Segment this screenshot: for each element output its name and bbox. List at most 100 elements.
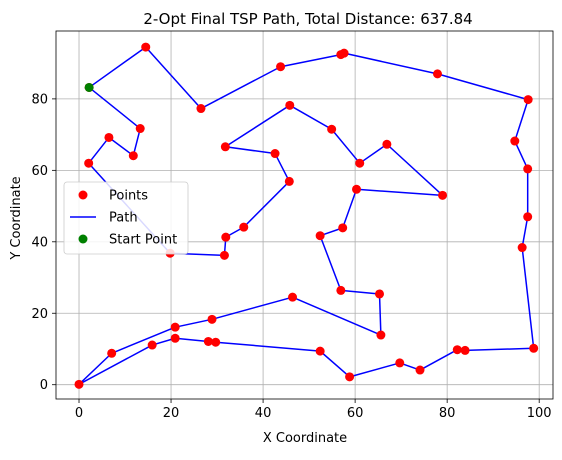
x-tick-label: 80	[439, 406, 456, 421]
path-segment	[108, 136, 135, 157]
path-segment	[464, 347, 535, 352]
point-marker	[276, 62, 286, 72]
x-tick-label: 100	[527, 406, 552, 421]
path-segment	[243, 180, 291, 228]
path-segment	[355, 188, 444, 197]
path-segment	[340, 289, 381, 295]
path-segment	[132, 127, 141, 157]
point-marker	[170, 322, 180, 332]
path-segment	[319, 350, 351, 378]
point-marker	[74, 379, 84, 389]
x-tick-label: 0	[75, 406, 83, 421]
legend-box	[63, 181, 189, 255]
y-axis-label: Y Coordinate	[9, 176, 24, 260]
point-marker	[239, 222, 249, 232]
x-tick-label: 60	[347, 406, 364, 421]
start-point-marker	[84, 82, 94, 92]
path-segment	[343, 52, 439, 75]
point-marker	[352, 184, 362, 194]
path-segment	[436, 73, 529, 101]
point-marker	[529, 343, 539, 353]
legend-label: Path	[109, 211, 138, 226]
point-marker	[107, 348, 117, 358]
path-segment	[279, 53, 342, 68]
point-marker	[355, 158, 365, 168]
y-tick-label: 60	[31, 164, 48, 179]
plot-border	[55, 30, 554, 400]
legend-marker	[78, 234, 88, 244]
path-segment	[174, 337, 210, 343]
point-marker	[270, 149, 280, 159]
point-marker	[141, 42, 151, 52]
path-segment	[419, 348, 459, 371]
path-segment	[211, 296, 294, 321]
point-marker	[523, 164, 533, 174]
path-series	[78, 46, 535, 386]
point-marker	[104, 132, 114, 142]
path-segment	[174, 318, 213, 328]
point-marker	[147, 340, 157, 350]
point-marker	[395, 358, 405, 368]
point-marker	[196, 104, 206, 114]
point-marker	[510, 136, 520, 146]
point-marker	[170, 333, 180, 343]
y-tick-label: 0	[40, 378, 48, 393]
point-marker	[284, 176, 294, 186]
plot-frame	[55, 30, 554, 400]
path-segment	[78, 352, 113, 386]
point-marker	[375, 289, 385, 299]
path-segment	[521, 246, 535, 350]
path-segment	[88, 86, 141, 130]
point-marker	[219, 250, 229, 260]
grid	[56, 31, 553, 399]
point-marker	[376, 330, 386, 340]
point-marker	[315, 231, 325, 241]
legend-marker	[78, 190, 88, 200]
path-segment	[78, 344, 153, 386]
path-segment	[521, 216, 529, 249]
point-marker	[432, 69, 442, 79]
point-marker	[345, 372, 355, 382]
point-marker	[220, 142, 230, 152]
point-marker	[438, 190, 448, 200]
path-segment	[291, 296, 382, 336]
path-segment	[341, 188, 358, 229]
axis-ticks: 0 20 40 60 80 100 0 20 40 60 80	[31, 92, 551, 421]
path-segment	[110, 326, 176, 355]
point-marker	[336, 285, 346, 295]
path-segment	[144, 46, 202, 110]
path-segment	[224, 104, 291, 148]
point-marker	[84, 158, 94, 168]
point-marker	[517, 243, 527, 253]
legend-label: Points	[109, 189, 148, 204]
x-axis-label: X Coordinate	[263, 431, 347, 446]
point-marker	[211, 337, 221, 347]
point-marker	[460, 345, 470, 355]
point-marker	[207, 314, 217, 324]
path-segment	[274, 152, 291, 183]
point-marker	[327, 124, 337, 134]
legend: Points Path Start Point	[63, 181, 189, 255]
path-segment	[514, 140, 529, 170]
path-segment	[319, 234, 342, 292]
y-tick-label: 20	[31, 307, 48, 322]
legend-label: Start Point	[109, 233, 177, 248]
path-segment	[330, 128, 361, 164]
path-segment	[348, 362, 401, 378]
path-segment	[358, 143, 388, 164]
point-marker	[221, 232, 231, 242]
path-segment	[87, 136, 110, 164]
point-marker	[338, 223, 348, 233]
path-segment	[514, 98, 529, 142]
point-marker	[128, 151, 138, 161]
y-tick-label: 40	[31, 235, 48, 250]
path-segment	[200, 65, 282, 110]
path-segment	[378, 293, 382, 336]
point-marker	[288, 292, 298, 302]
x-tick-label: 20	[163, 406, 180, 421]
points-series	[74, 42, 539, 389]
point-marker	[339, 48, 349, 58]
point-marker	[285, 100, 295, 110]
